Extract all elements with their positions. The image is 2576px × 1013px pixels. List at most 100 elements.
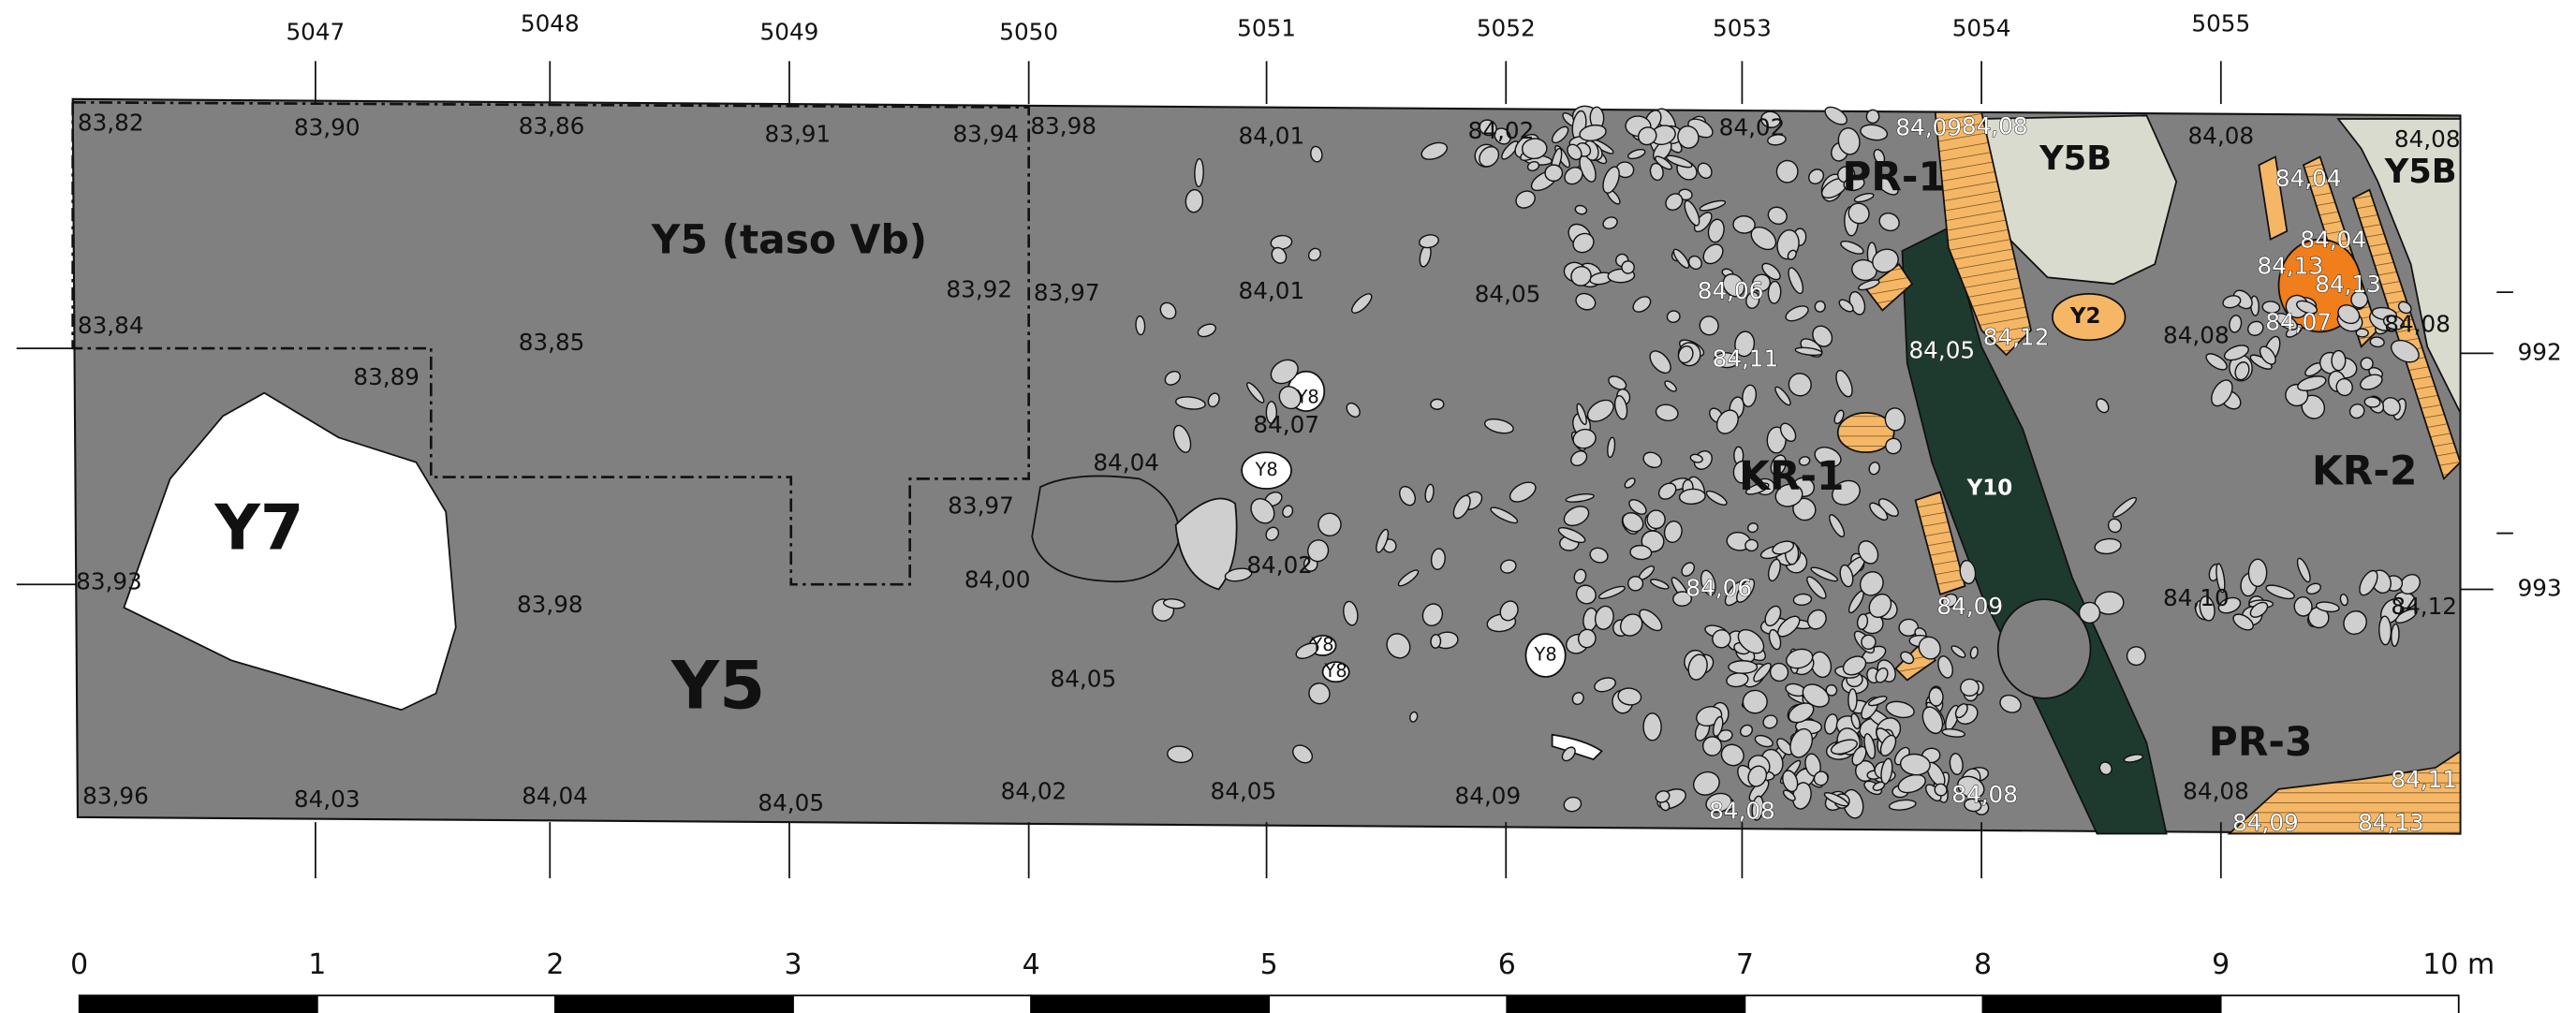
feature-label: PR-3 <box>2209 719 2313 765</box>
stone <box>1867 696 1888 707</box>
stone <box>2123 754 2144 763</box>
stone <box>1960 678 1980 697</box>
stone <box>1934 783 1948 797</box>
stone <box>1842 655 1867 676</box>
stone <box>1770 454 1787 477</box>
stone <box>1859 571 1884 596</box>
elevation: 83,82 <box>78 109 144 136</box>
stone <box>1697 162 1713 180</box>
stone <box>1789 727 1814 758</box>
elevation: 84,13 <box>2358 809 2424 836</box>
feature-label: Y8 <box>1296 386 1319 407</box>
feature-label: Y5 (taso Vb) <box>651 217 927 263</box>
elevation: 84,00 <box>964 566 1031 594</box>
feature-y5b <box>2336 118 2462 414</box>
stone <box>1571 692 1584 706</box>
stone <box>1250 498 1275 524</box>
stone <box>2094 537 2122 555</box>
stone <box>2378 615 2392 646</box>
stone <box>1563 506 1590 527</box>
stone <box>1775 159 1799 184</box>
stone <box>1858 279 1880 291</box>
stone <box>1159 301 1177 320</box>
stone <box>2335 377 2353 397</box>
stone <box>2382 315 2405 330</box>
stone <box>1271 246 1288 264</box>
stone <box>1607 436 1616 459</box>
stone <box>2249 601 2269 618</box>
elevation: 84,11 <box>2391 766 2457 793</box>
stone-pit <box>1996 598 2092 699</box>
stone <box>1624 477 1636 489</box>
stone <box>1185 188 1204 213</box>
stone <box>1655 790 1671 803</box>
stone <box>1813 771 1829 786</box>
stone <box>1602 166 1620 194</box>
stone <box>1969 646 1979 659</box>
stone <box>2247 558 2268 587</box>
stone <box>1608 375 1627 390</box>
elevation: 84,02 <box>1468 117 1535 144</box>
grid-label: 5054 <box>1952 15 2011 42</box>
stone <box>1567 143 1582 161</box>
stone <box>1860 124 1889 141</box>
stone <box>1594 605 1614 630</box>
stone <box>2265 584 2295 600</box>
stone <box>1746 522 1759 534</box>
stone <box>1814 301 1826 313</box>
stone <box>2296 300 2318 315</box>
stone <box>1557 526 1586 544</box>
elevation: 84,09 <box>1936 593 2003 620</box>
stone <box>1663 521 1683 543</box>
stone <box>1561 746 1576 762</box>
feature-label: Y5 <box>670 648 765 725</box>
grid-label: 5050 <box>999 18 1058 45</box>
stone <box>1430 634 1442 649</box>
stone <box>1563 796 1582 813</box>
stone <box>1699 316 1719 336</box>
stone <box>1851 258 1877 282</box>
feature-label: Y7 <box>213 491 303 564</box>
scale-segment <box>2219 994 2460 1013</box>
stone <box>1865 109 1880 125</box>
stone <box>2112 496 2138 518</box>
elevation: 84,10 <box>2163 584 2230 611</box>
stone <box>1863 733 1877 759</box>
elevation: 84,06 <box>1698 277 1764 304</box>
stone <box>1655 404 1679 422</box>
elevation: 83,98 <box>1030 112 1097 139</box>
stone <box>1270 359 1299 385</box>
scale-label: 8 <box>1974 948 1992 981</box>
stone <box>1921 706 1944 735</box>
stone <box>1295 642 1319 659</box>
stone <box>1622 512 1644 533</box>
stone <box>2305 582 2321 595</box>
feature-label: Y8 <box>1533 644 1556 666</box>
feature-label: Y8 <box>1310 634 1333 655</box>
stone <box>1714 352 1740 369</box>
stone <box>2261 301 2281 315</box>
stone <box>2234 361 2250 381</box>
stone <box>1728 660 1759 674</box>
stone <box>1579 124 1607 142</box>
stone <box>1950 645 1966 658</box>
stone <box>1937 655 1953 679</box>
stone <box>1586 399 1614 422</box>
elevation: 83,94 <box>952 121 1019 148</box>
stone <box>1632 296 1652 313</box>
stone <box>1687 255 1702 271</box>
stone <box>1397 569 1420 587</box>
stone <box>1162 598 1185 609</box>
stone <box>1627 148 1646 160</box>
stone <box>1761 262 1781 281</box>
stone <box>1769 662 1789 683</box>
stone <box>1753 662 1772 683</box>
stone <box>1712 629 1731 649</box>
stone <box>1135 315 1146 336</box>
wood-fragment <box>1914 491 1966 595</box>
feature-y8 <box>1321 661 1350 683</box>
elevation: 84,08 <box>2384 310 2451 337</box>
stone <box>1918 636 1941 660</box>
stone <box>1762 714 1778 729</box>
stone <box>1707 218 1725 243</box>
